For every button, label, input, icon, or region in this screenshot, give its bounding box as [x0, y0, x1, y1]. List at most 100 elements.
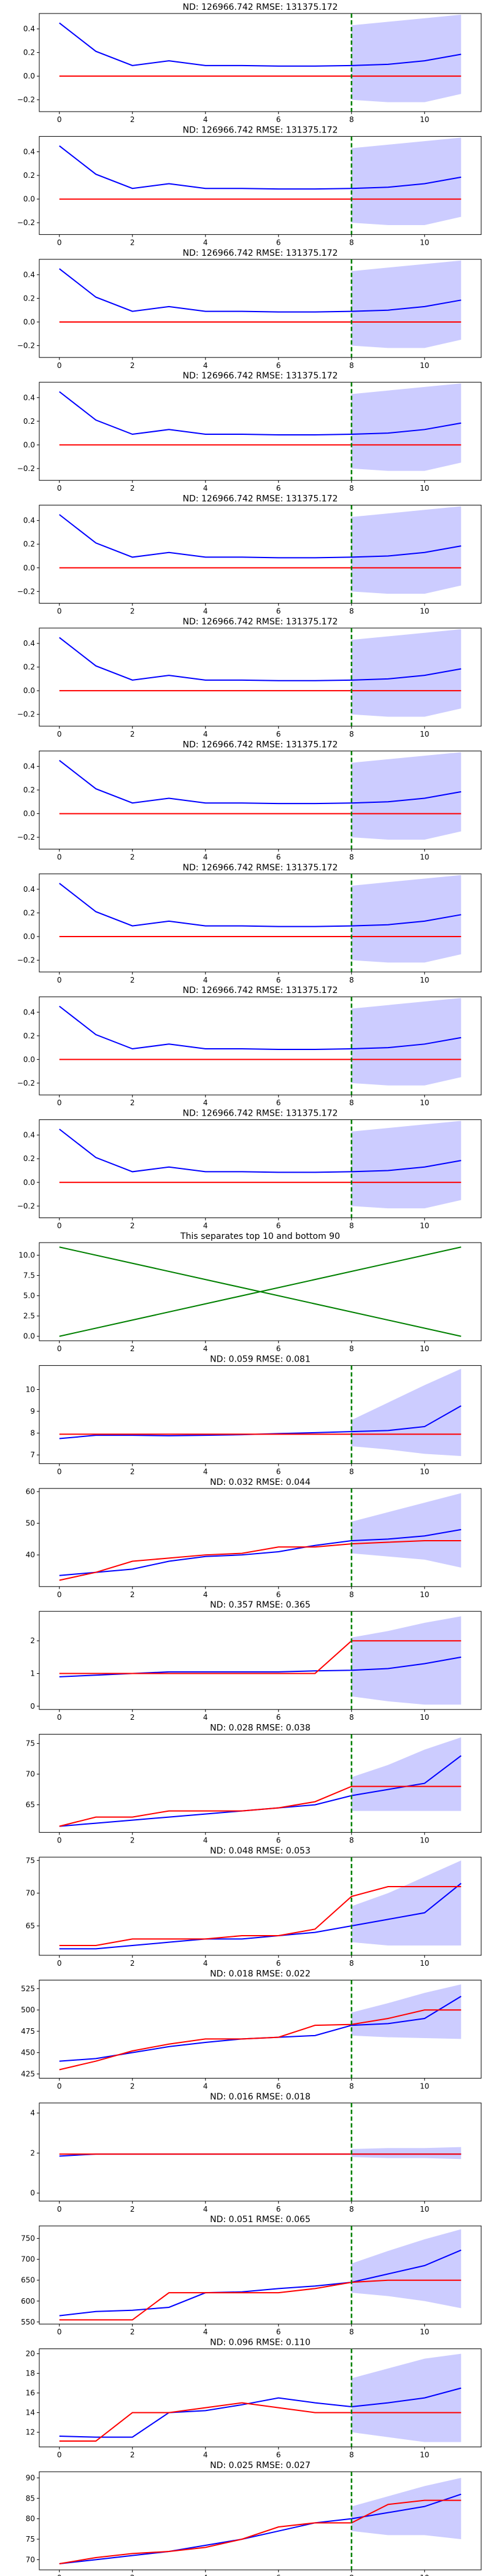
- y-tick-label: 20: [26, 2350, 35, 2358]
- confidence-band: [351, 629, 462, 717]
- series-line-0: [59, 22, 462, 67]
- x-tick-label: 4: [203, 115, 208, 124]
- x-tick-label: 10: [420, 484, 429, 493]
- chart-title: ND: 126966.742 RMSE: 131375.172: [183, 740, 338, 749]
- y-tick-label: 550: [21, 2318, 35, 2326]
- y-tick-label: 2: [30, 2149, 35, 2157]
- chart-panel-5: ND: 126966.742 RMSE: 131375.172 0 2 4 6 8 10 −0…: [17, 617, 482, 738]
- confidence-band: [351, 1121, 462, 1209]
- series-line-1: [59, 2009, 462, 2071]
- x-tick-label: 0: [57, 1467, 62, 1476]
- series-line-0: [59, 268, 462, 313]
- chart-title: ND: 0.018 RMSE: 0.022: [210, 1969, 311, 1979]
- x-tick-label: 2: [130, 2451, 135, 2459]
- y-tick-label: 0.2: [23, 171, 35, 180]
- confidence-band: [351, 14, 462, 102]
- plot-frame: [39, 505, 482, 604]
- chart-title: ND: 0.032 RMSE: 0.044: [210, 1478, 311, 1487]
- x-tick-label: 8: [349, 2082, 354, 2090]
- y-tick-label: 85: [26, 2494, 35, 2502]
- x-tick-label: 0: [57, 361, 62, 370]
- chart-panel-10: This separates top 10 and bottom 90 0 2 4 6 8…: [18, 1232, 482, 1353]
- x-tick-label: 0: [57, 2328, 62, 2336]
- series-line-0: [59, 883, 462, 927]
- y-tick-label: 10: [26, 1386, 35, 1394]
- x-tick-label: 6: [276, 1467, 281, 1476]
- x-tick-label: 2: [130, 361, 135, 370]
- x-tick-label: 10: [420, 2205, 429, 2214]
- x-tick-label: 2: [130, 2205, 135, 2214]
- y-tick-label: 425: [21, 2069, 35, 2078]
- x-tick-label: 2: [130, 1344, 135, 1353]
- y-tick-label: 600: [21, 2297, 35, 2306]
- y-tick-label: −0.2: [17, 464, 35, 473]
- y-tick-label: 7: [30, 1451, 35, 1459]
- confidence-band: [351, 1493, 462, 1568]
- x-tick-label: 4: [203, 2205, 208, 2214]
- x-tick-label: 0: [57, 607, 62, 616]
- x-tick-label: 2: [130, 1836, 135, 1845]
- y-tick-label: 75: [26, 2535, 35, 2543]
- y-tick-label: 0.2: [23, 786, 35, 794]
- x-tick-label: 8: [349, 115, 354, 124]
- y-tick-label: 5.0: [23, 1292, 35, 1300]
- x-tick-label: 10: [420, 115, 429, 124]
- x-tick-label: 2: [130, 1959, 135, 1968]
- plot-frame: [39, 13, 482, 112]
- x-tick-label: 8: [349, 1590, 354, 1599]
- y-tick-label: 0.4: [23, 639, 35, 648]
- y-tick-label: 0.2: [23, 540, 35, 548]
- chart-title: ND: 0.048 RMSE: 0.053: [210, 1846, 311, 1856]
- series-line-0: [59, 1129, 462, 1173]
- y-tick-label: 650: [21, 2276, 35, 2285]
- confidence-band: [351, 2147, 462, 2160]
- y-tick-label: 500: [21, 2006, 35, 2014]
- chart-title: ND: 0.025 RMSE: 0.027: [210, 2461, 311, 2471]
- x-tick-label: 0: [57, 853, 62, 861]
- y-tick-label: 2.5: [23, 1312, 35, 1321]
- y-tick-label: 0.2: [23, 908, 35, 917]
- x-tick-label: 0: [57, 2082, 62, 2090]
- x-tick-label: 6: [276, 607, 281, 616]
- x-tick-label: 0: [57, 238, 62, 247]
- series-line-0: [59, 514, 462, 559]
- x-tick-label: 8: [349, 976, 354, 984]
- confidence-band: [351, 2353, 462, 2442]
- confidence-band: [351, 875, 462, 963]
- x-tick-label: 4: [203, 2451, 208, 2459]
- chart-panel-17: ND: 0.016 RMSE: 0.018 0 2 4 6 8 10 0 2 4: [30, 2092, 482, 2214]
- x-tick-label: 10: [420, 1098, 429, 1107]
- y-tick-label: 525: [21, 1984, 35, 1993]
- x-tick-label: 0: [57, 1222, 62, 1230]
- x-tick-label: 8: [349, 484, 354, 493]
- y-tick-label: 80: [26, 2515, 35, 2523]
- x-tick-label: 6: [276, 1098, 281, 1107]
- x-tick-label: 4: [203, 1467, 208, 1476]
- x-tick-label: 4: [203, 2574, 208, 2576]
- y-tick-label: 0.0: [23, 440, 35, 449]
- y-tick-label: 70: [26, 2555, 35, 2564]
- x-tick-label: 2: [130, 853, 135, 861]
- series-line-0: [59, 391, 462, 435]
- confidence-band: [351, 1368, 462, 1456]
- y-tick-label: 0.4: [23, 270, 35, 279]
- x-tick-label: 6: [276, 2451, 281, 2459]
- x-tick-label: 10: [420, 730, 429, 738]
- confidence-band: [351, 383, 462, 471]
- x-tick-label: 4: [203, 976, 208, 984]
- x-tick-label: 2: [130, 730, 135, 738]
- plot-frame: [39, 2471, 482, 2570]
- x-tick-label: 10: [420, 976, 429, 984]
- x-tick-label: 0: [57, 1344, 62, 1353]
- y-tick-label: 700: [21, 2255, 35, 2264]
- x-tick-label: 8: [349, 1959, 354, 1968]
- chart-title: ND: 0.016 RMSE: 0.018: [210, 2092, 311, 2102]
- chart-panel-4: ND: 126966.742 RMSE: 131375.172 0 2 4 6 8 10 −0…: [17, 494, 482, 616]
- x-tick-label: 8: [349, 2328, 354, 2336]
- x-tick-label: 10: [420, 2328, 429, 2336]
- x-tick-label: 6: [276, 2328, 281, 2336]
- y-tick-label: 0.0: [23, 686, 35, 695]
- chart-panel-9: ND: 126966.742 RMSE: 131375.172 0 2 4 6 8 10 −0…: [17, 1109, 482, 1230]
- y-tick-label: 0.4: [23, 1131, 35, 1140]
